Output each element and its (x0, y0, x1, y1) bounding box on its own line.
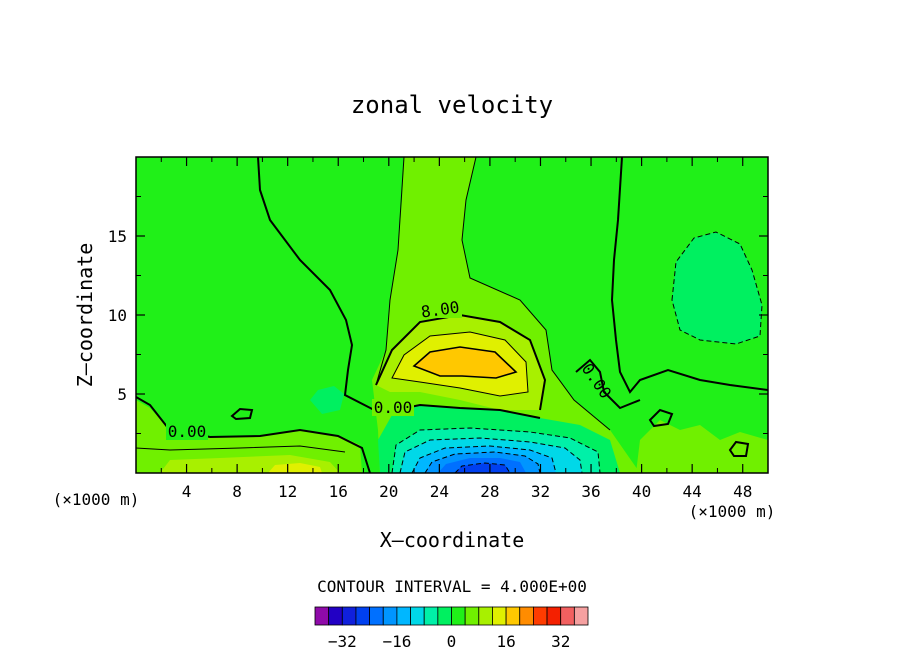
colorbar-swatch (451, 606, 466, 626)
neg-contour-3 (411, 445, 557, 473)
colorbar-swatch (573, 606, 589, 626)
x-tick-label: 40 (632, 482, 651, 501)
small-contour-b (728, 440, 750, 457)
x-unit-right: (×1000 m) (689, 502, 776, 521)
x-tick-label: 8 (232, 482, 242, 501)
colorbar-swatch (328, 606, 343, 626)
neg-contour-1 (391, 427, 601, 473)
colorbar-swatch (560, 606, 575, 626)
left-low-band-core (268, 463, 322, 473)
colorbar-swatch (355, 606, 371, 626)
x-tick-label: 48 (733, 482, 752, 501)
colorbar-swatch (314, 606, 330, 626)
right-weak-region (671, 231, 763, 345)
zero-contour-left (257, 157, 541, 419)
x-tick-label: 20 (379, 482, 398, 501)
contour-12-line (391, 331, 529, 397)
zero-contour-right (610, 157, 768, 394)
neg-contour-5 (454, 462, 511, 473)
colorbar-swatch (396, 606, 411, 626)
right-low-region (636, 420, 768, 473)
colorbar-tick-label: 32 (551, 632, 570, 651)
colorbar-tick-label: 0 (447, 632, 457, 651)
left-weak-spot (310, 386, 344, 414)
y-axis-label: Z–coordinate (73, 243, 97, 388)
jet-core (412, 346, 518, 379)
colorbar-swatch (369, 606, 384, 626)
zero-contour-lower-left (136, 396, 371, 473)
colorbar-swatch (492, 606, 507, 626)
contour-lines (136, 157, 768, 473)
plume-contour (375, 157, 405, 386)
colorbar-swatch (546, 606, 562, 626)
plot-area: 8.00 0.00 0.00 0.00 (136, 157, 768, 473)
colorbar-tick-label: −32 (328, 632, 357, 651)
small-contour-a (230, 407, 254, 421)
y-tick-label: 10 (108, 306, 127, 325)
x-tick-label: 16 (329, 482, 348, 501)
x-tick-label: 4 (182, 482, 192, 501)
x-tick-label: 32 (531, 482, 550, 501)
colorbar-tick-label: 16 (496, 632, 515, 651)
y-tick-label: 15 (108, 227, 127, 246)
contour-interval: CONTOUR INTERVAL = 4.000E+00 (317, 577, 587, 596)
x-tick-label: 36 (581, 482, 600, 501)
contour-label-zero-center: 0.00 (374, 398, 413, 417)
contour-8-line (375, 313, 547, 411)
colorbar (314, 606, 589, 626)
colorbar-swatch (478, 606, 493, 626)
contour-label-zero-left: 0.00 (168, 422, 207, 441)
contour-label-bg (420, 300, 462, 318)
colorbar-swatch (341, 606, 357, 626)
colorbar-swatch (464, 606, 480, 626)
plume-contour-right (461, 157, 611, 431)
x-tick-label: 44 (683, 482, 702, 501)
colorbar-swatch (382, 606, 398, 626)
x-tick-label: 24 (430, 482, 449, 501)
chart-title: zonal velocity (351, 91, 553, 119)
lower-band-contour (136, 445, 346, 453)
colorbar-swatch (505, 606, 521, 626)
neg-contour-2 (399, 437, 583, 473)
colorbar-swatch (410, 606, 425, 626)
colorbar-tick-labels: −32 −16 0 16 32 (328, 632, 570, 651)
contour-label-bg (372, 399, 414, 416)
x-axis-label: X–coordinate (380, 528, 525, 552)
colorbar-tick-label: −16 (382, 632, 411, 651)
x-axis-ticks: 4 8 12 16 20 24 28 32 36 40 44 48 (160, 157, 752, 501)
colorbar-swatch (423, 606, 439, 626)
small-contour-c (648, 408, 674, 428)
contour-label-bg (166, 423, 208, 440)
colorbar-swatch (533, 606, 548, 626)
y-axis-ticks: 5 10 15 (108, 196, 768, 434)
colorbar-swatch (437, 606, 452, 626)
wavy-contour-right (575, 358, 641, 410)
x-tick-label: 12 (278, 482, 297, 501)
colorbar-swatch (519, 606, 534, 626)
neg-contour-4 (424, 451, 541, 473)
x-tick-label: 28 (480, 482, 499, 501)
x-unit-left: (×1000 m) (53, 490, 140, 509)
y-tick-label: 5 (117, 385, 127, 404)
